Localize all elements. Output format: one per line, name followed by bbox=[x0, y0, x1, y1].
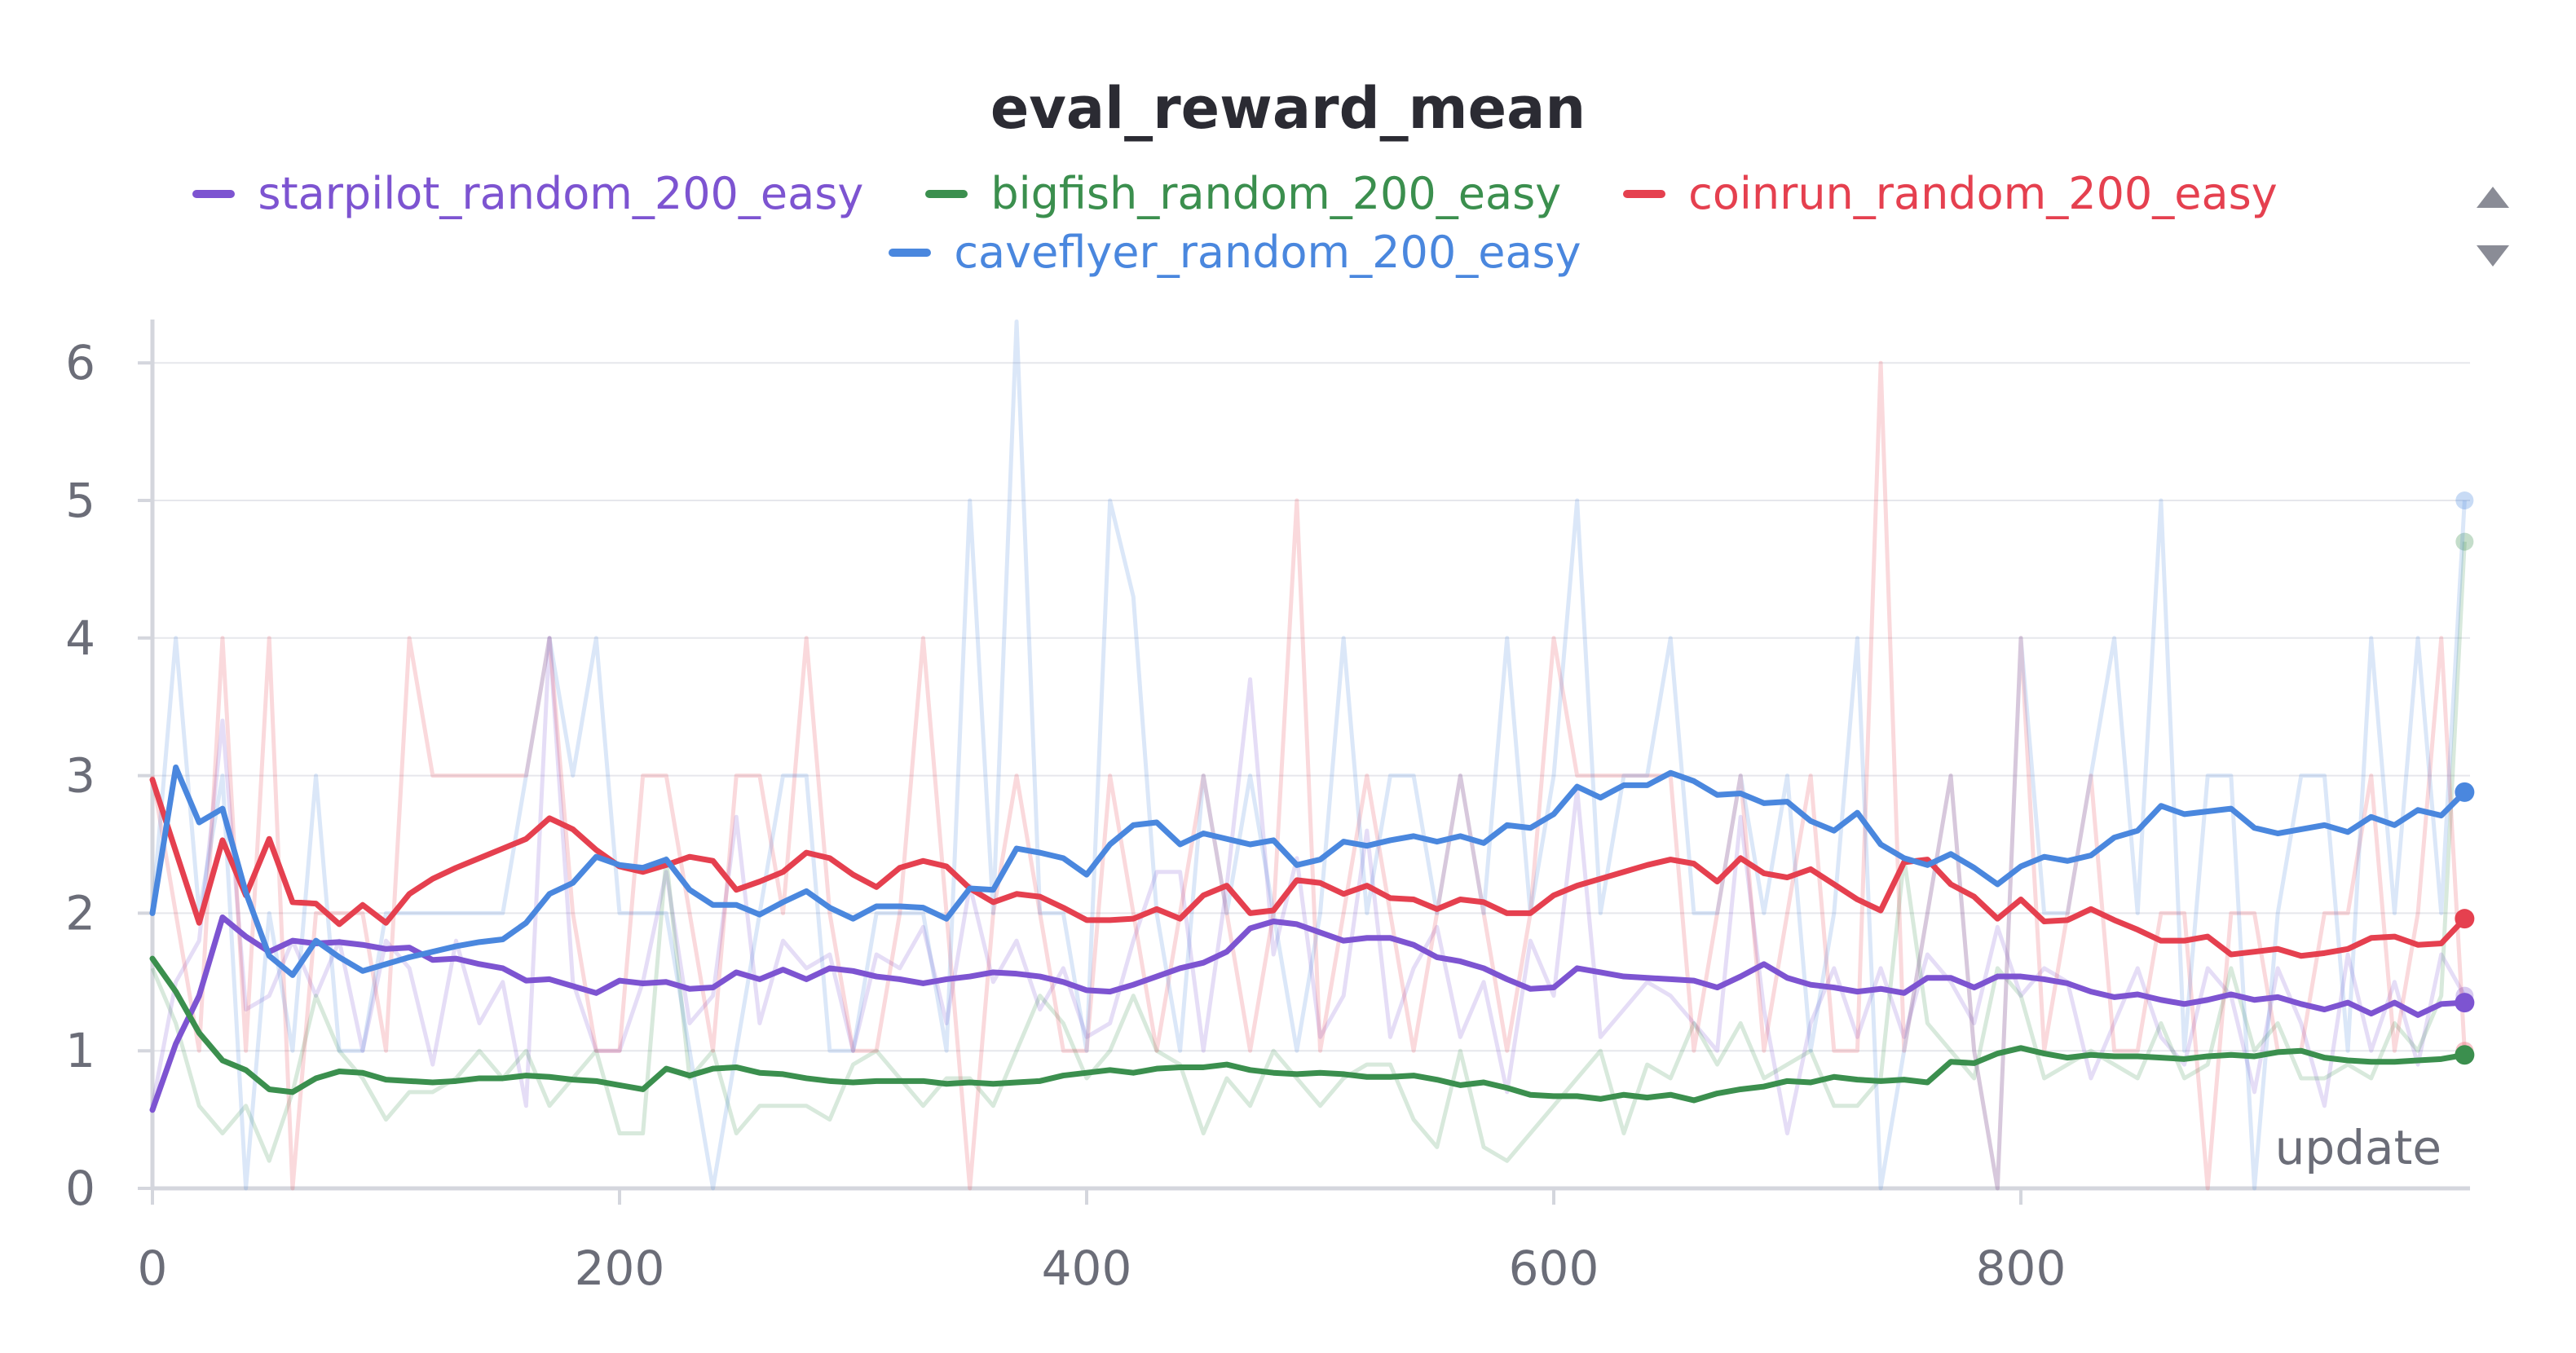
x-axis-label: update bbox=[2275, 1120, 2441, 1175]
y-tick-label: 1 bbox=[65, 1023, 95, 1078]
legend-item-caveflyer[interactable]: caveflyer_random_200_easy bbox=[889, 227, 1581, 278]
series-raw-line-0 bbox=[150, 636, 2467, 1135]
legend-swatch bbox=[192, 189, 236, 198]
series-endpoint bbox=[2455, 993, 2475, 1013]
series-raw-line-2 bbox=[150, 360, 2467, 1191]
series-raw-endpoint bbox=[2455, 532, 2474, 551]
y-tick-label: 5 bbox=[65, 473, 95, 528]
series-line-3 bbox=[149, 764, 2468, 978]
legend-swatch bbox=[1623, 189, 1666, 198]
legend-label: coinrun_random_200_easy bbox=[1688, 168, 2278, 219]
x-tick-label: 800 bbox=[1976, 1241, 2067, 1296]
series-endpoint bbox=[2455, 909, 2475, 929]
legend-row: starpilot_random_200_easy bigfish_random… bbox=[0, 168, 2470, 219]
legend-row: caveflyer_random_200_easy bbox=[0, 227, 2470, 278]
series-line-0 bbox=[149, 914, 2468, 1113]
legend-label: caveflyer_random_200_easy bbox=[954, 227, 1581, 278]
y-tick-label: 0 bbox=[65, 1161, 95, 1216]
triangle-down-icon bbox=[2477, 245, 2509, 267]
y-tick-label: 2 bbox=[65, 885, 95, 941]
series-raw-endpoint bbox=[2455, 491, 2474, 509]
legend-item-bigfish[interactable]: bigfish_random_200_easy bbox=[925, 168, 1561, 219]
y-tick-label: 3 bbox=[65, 748, 95, 804]
chart-title: eval_reward_mean bbox=[990, 75, 1586, 142]
series-raw-line-3 bbox=[150, 320, 2467, 1191]
x-tick-label: 400 bbox=[1042, 1241, 1132, 1296]
x-tick-label: 0 bbox=[138, 1241, 168, 1296]
legend-item-starpilot[interactable]: starpilot_random_200_easy bbox=[192, 168, 863, 219]
y-tick-label: 4 bbox=[65, 610, 95, 666]
x-tick-label: 600 bbox=[1509, 1241, 1599, 1296]
legend-scroll-up-button[interactable] bbox=[2468, 173, 2517, 222]
legend-item-coinrun[interactable]: coinrun_random_200_easy bbox=[1623, 168, 2278, 219]
series-line-1 bbox=[149, 955, 2468, 1104]
series-endpoint bbox=[2455, 1045, 2475, 1065]
legend-scroll-down-button[interactable] bbox=[2468, 231, 2517, 280]
series-endpoint bbox=[2455, 782, 2475, 802]
x-tick-label: 200 bbox=[575, 1241, 665, 1296]
series-line-2 bbox=[149, 777, 2468, 959]
legend-swatch bbox=[925, 189, 968, 198]
legend-label: starpilot_random_200_easy bbox=[258, 168, 864, 219]
legend-swatch bbox=[889, 248, 932, 257]
triangle-up-icon bbox=[2477, 187, 2509, 208]
legend-label: bigfish_random_200_easy bbox=[990, 168, 1562, 219]
y-tick-label: 6 bbox=[65, 335, 95, 390]
